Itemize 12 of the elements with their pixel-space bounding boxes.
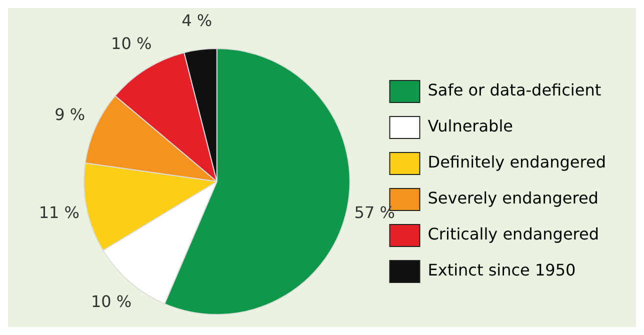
legend-label: Extinct since 1950 bbox=[428, 260, 576, 280]
data-label: 10 % bbox=[111, 34, 152, 54]
data-label: 9 % bbox=[54, 105, 86, 124]
data-label: 11 % bbox=[38, 202, 80, 222]
data-label: 4 % bbox=[182, 10, 212, 30]
legend-label: Safe or data-deficient bbox=[428, 80, 602, 100]
data-label: 10 % bbox=[90, 292, 132, 312]
legend-label: Definitely endangered bbox=[428, 152, 606, 172]
data-label: 57 % bbox=[354, 202, 395, 222]
legend-label: Severely endangered bbox=[428, 188, 598, 208]
legend-label: Vulnerable bbox=[428, 116, 514, 136]
legend-label: Critically endangered bbox=[428, 224, 600, 244]
